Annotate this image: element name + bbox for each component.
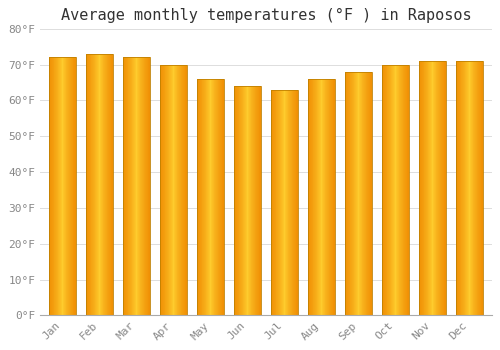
Bar [271,90,298,315]
Bar [456,61,483,315]
Bar [160,64,186,315]
Bar [345,72,372,315]
Bar [419,61,446,315]
Bar [86,54,113,315]
Bar [234,86,260,315]
Title: Average monthly temperatures (°F ) in Raposos: Average monthly temperatures (°F ) in Ra… [60,8,471,23]
Bar [197,79,224,315]
Bar [123,57,150,315]
Bar [308,79,335,315]
Bar [382,64,409,315]
Bar [49,57,76,315]
